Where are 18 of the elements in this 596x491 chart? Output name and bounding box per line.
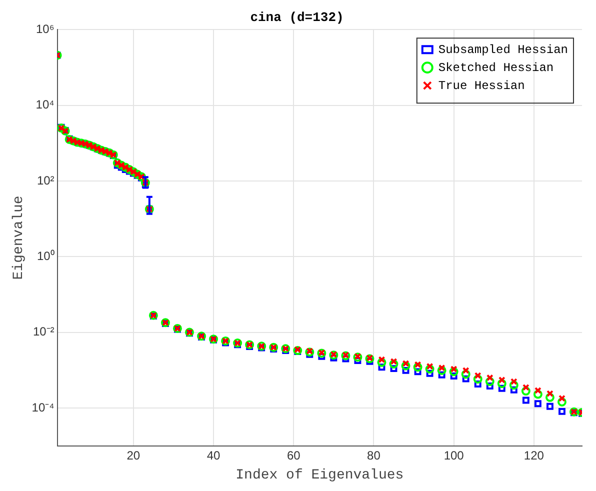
y-tick-label: 10⁶ xyxy=(36,22,54,36)
y-tick-label: 10² xyxy=(36,173,54,188)
y-tick-label: 10⁻⁴ xyxy=(32,400,54,414)
x-tick-label: 40 xyxy=(206,448,221,462)
legend-label: True Hessian xyxy=(438,78,525,93)
x-tick-label: 80 xyxy=(367,448,381,462)
x-tick-label: 60 xyxy=(286,448,301,462)
x-tick-label: 120 xyxy=(524,448,544,462)
x-tick-label: 20 xyxy=(126,448,140,462)
legend-label: Sketched Hessian xyxy=(438,60,554,75)
y-tick-label: 10⁴ xyxy=(36,98,54,112)
chart-title: cina (d=132) xyxy=(250,10,344,26)
y-tick-label: 10⁻² xyxy=(32,324,54,339)
x-axis-title: Index of Eigenvalues xyxy=(236,467,404,484)
y-tick-label: 10⁰ xyxy=(36,248,54,263)
legend-label: Subsampled Hessian xyxy=(438,42,568,57)
x-tick-label: 100 xyxy=(444,448,464,462)
y-axis-title: Eigenvalue xyxy=(11,196,28,280)
